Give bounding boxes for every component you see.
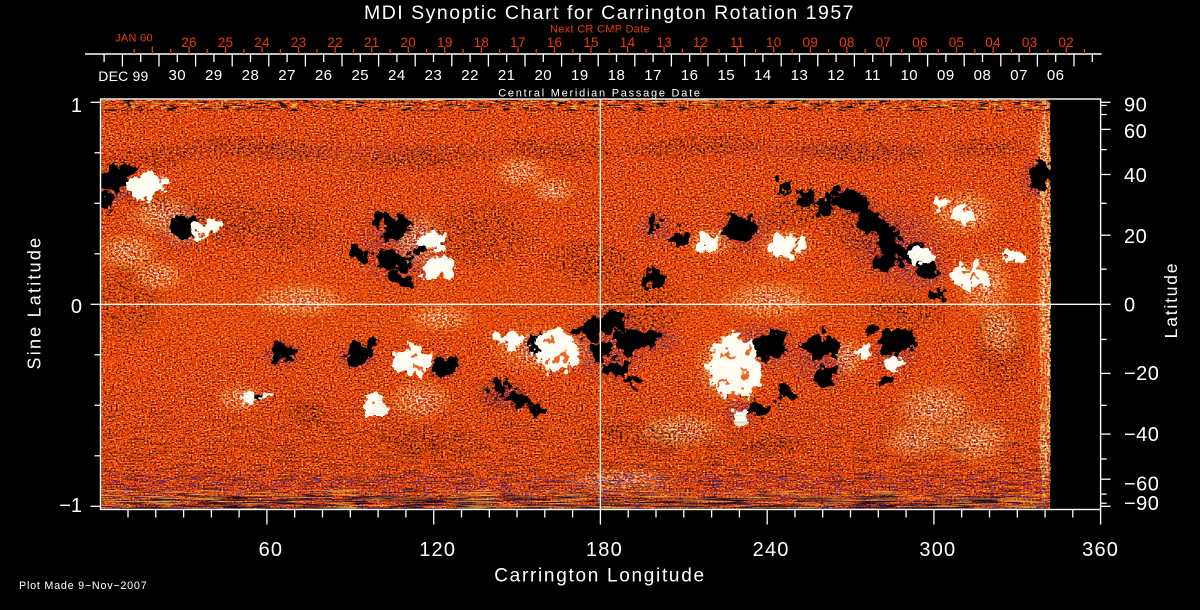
svg-text:28: 28 — [242, 67, 260, 84]
svg-text:−40: −40 — [1124, 424, 1159, 446]
svg-text:19: 19 — [437, 35, 453, 50]
svg-text:15: 15 — [717, 67, 735, 84]
svg-text:180: 180 — [586, 539, 623, 561]
svg-text:120: 120 — [419, 539, 456, 561]
svg-text:06: 06 — [1047, 67, 1065, 84]
svg-text:90: 90 — [1124, 95, 1147, 117]
svg-text:09: 09 — [937, 67, 955, 84]
svg-text:13: 13 — [791, 67, 809, 84]
svg-text:26: 26 — [315, 67, 333, 84]
svg-text:16: 16 — [681, 67, 699, 84]
svg-text:60: 60 — [259, 539, 284, 561]
svg-text:23: 23 — [291, 35, 307, 50]
svg-text:14: 14 — [620, 35, 636, 50]
svg-text:11: 11 — [730, 35, 745, 50]
svg-text:0: 0 — [1124, 294, 1136, 316]
svg-text:29: 29 — [205, 67, 223, 84]
svg-text:Carrington Longitude: Carrington Longitude — [494, 566, 705, 587]
svg-text:12: 12 — [827, 67, 845, 84]
svg-text:14: 14 — [754, 67, 772, 84]
svg-text:18: 18 — [608, 67, 626, 84]
svg-text:07: 07 — [876, 35, 892, 50]
svg-text:Plot Made 9−Nov−2007: Plot Made 9−Nov−2007 — [19, 580, 147, 592]
svg-text:Latitude: Latitude — [1161, 262, 1181, 339]
svg-text:−1: −1 — [59, 495, 82, 517]
svg-text:0: 0 — [71, 296, 82, 318]
svg-text:10: 10 — [900, 67, 918, 84]
svg-text:24: 24 — [254, 35, 270, 50]
svg-text:Central Meridian Passage Date: Central Meridian Passage Date — [498, 88, 702, 100]
svg-text:22: 22 — [327, 35, 343, 50]
svg-text:16: 16 — [547, 35, 563, 50]
svg-text:23: 23 — [425, 67, 443, 84]
svg-text:08: 08 — [839, 35, 855, 50]
svg-text:11: 11 — [864, 67, 881, 84]
svg-text:17: 17 — [644, 67, 662, 84]
svg-text:19: 19 — [571, 67, 589, 84]
svg-text:12: 12 — [693, 35, 709, 50]
svg-text:17: 17 — [510, 35, 526, 50]
svg-text:Sine Latitude: Sine Latitude — [25, 236, 45, 370]
svg-text:−20: −20 — [1124, 363, 1159, 385]
svg-text:03: 03 — [1022, 35, 1038, 50]
svg-text:360: 360 — [1082, 539, 1119, 561]
svg-text:21: 21 — [498, 67, 516, 84]
svg-text:20: 20 — [400, 35, 416, 50]
svg-text:Next CR CMP Date: Next CR CMP Date — [550, 24, 650, 36]
svg-text:JAN 00: JAN 00 — [115, 33, 153, 45]
svg-text:27: 27 — [278, 67, 296, 84]
svg-text:13: 13 — [656, 35, 672, 50]
svg-text:300: 300 — [919, 539, 956, 561]
svg-text:25: 25 — [218, 35, 234, 50]
svg-text:1: 1 — [71, 95, 82, 117]
svg-text:40: 40 — [1124, 165, 1147, 187]
svg-text:25: 25 — [351, 67, 369, 84]
svg-text:09: 09 — [803, 35, 819, 50]
svg-text:DEC 99: DEC 99 — [98, 68, 148, 84]
svg-text:240: 240 — [753, 539, 790, 561]
svg-text:MDI Synoptic Chart for Carring: MDI Synoptic Chart for Carrington Rotati… — [364, 2, 855, 24]
svg-text:60: 60 — [1124, 121, 1147, 143]
svg-text:22: 22 — [461, 67, 479, 84]
svg-text:−60: −60 — [1124, 474, 1159, 496]
svg-text:08: 08 — [974, 67, 992, 84]
svg-text:20: 20 — [1124, 226, 1147, 248]
svg-text:02: 02 — [1058, 35, 1074, 50]
svg-text:06: 06 — [912, 35, 928, 50]
svg-text:20: 20 — [534, 67, 552, 84]
svg-text:05: 05 — [949, 35, 965, 50]
svg-text:10: 10 — [766, 35, 782, 50]
svg-text:07: 07 — [1010, 67, 1028, 84]
svg-text:30: 30 — [168, 67, 186, 84]
svg-text:18: 18 — [474, 35, 490, 50]
svg-text:24: 24 — [388, 67, 406, 84]
svg-text:15: 15 — [583, 35, 599, 50]
svg-text:21: 21 — [364, 35, 380, 50]
svg-text:04: 04 — [985, 35, 1001, 50]
svg-text:−90: −90 — [1124, 493, 1159, 515]
svg-text:26: 26 — [181, 35, 197, 50]
